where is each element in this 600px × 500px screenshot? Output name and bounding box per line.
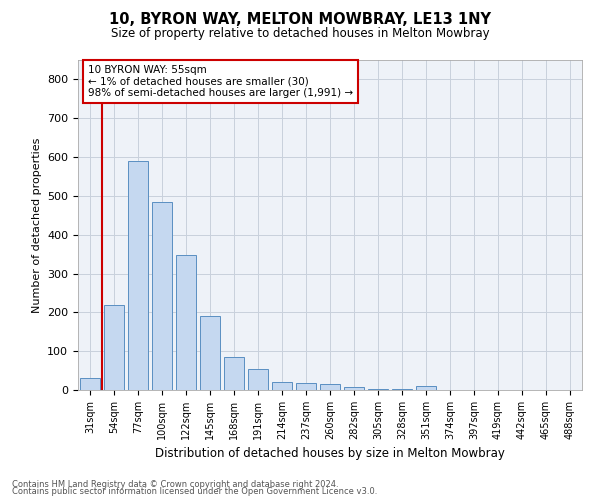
Bar [224, 357, 244, 390]
Bar [104, 304, 124, 390]
Bar [368, 389, 388, 390]
Text: 10 BYRON WAY: 55sqm
← 1% of detached houses are smaller (30)
98% of semi-detache: 10 BYRON WAY: 55sqm ← 1% of detached hou… [88, 65, 353, 98]
Bar [176, 255, 196, 390]
Text: Size of property relative to detached houses in Melton Mowbray: Size of property relative to detached ho… [110, 28, 490, 40]
Bar [272, 382, 292, 390]
Bar [392, 389, 412, 390]
Bar [320, 384, 340, 390]
Bar [152, 202, 172, 390]
Text: Contains HM Land Registry data © Crown copyright and database right 2024.: Contains HM Land Registry data © Crown c… [12, 480, 338, 489]
X-axis label: Distribution of detached houses by size in Melton Mowbray: Distribution of detached houses by size … [155, 448, 505, 460]
Bar [128, 161, 148, 390]
Bar [248, 368, 268, 390]
Bar [200, 316, 220, 390]
Bar [80, 378, 100, 390]
Bar [296, 383, 316, 390]
Y-axis label: Number of detached properties: Number of detached properties [32, 138, 41, 312]
Bar [344, 387, 364, 390]
Text: Contains public sector information licensed under the Open Government Licence v3: Contains public sector information licen… [12, 487, 377, 496]
Text: 10, BYRON WAY, MELTON MOWBRAY, LE13 1NY: 10, BYRON WAY, MELTON MOWBRAY, LE13 1NY [109, 12, 491, 28]
Bar [416, 386, 436, 390]
